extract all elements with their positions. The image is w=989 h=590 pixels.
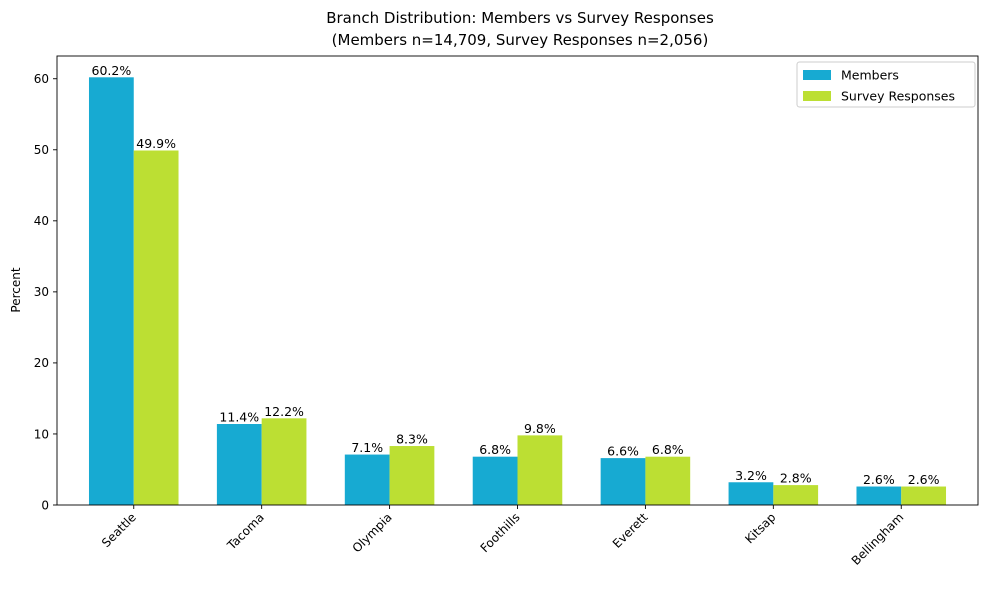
- members-bar-tacoma: [216, 424, 262, 505]
- legend-swatch-survey-responses: [803, 91, 831, 101]
- y-tick-label: 20: [34, 356, 49, 370]
- members-bar-bellingham: [856, 486, 902, 505]
- members-value-label-olympia: 7.1%: [351, 440, 383, 455]
- x-tick-label-foothills: Foothills: [478, 510, 523, 555]
- legend: Members Survey Responses: [796, 61, 976, 108]
- x-tick-label-tacoma: Tacoma: [224, 510, 267, 553]
- survey-value-label-tacoma: 12.2%: [264, 404, 304, 419]
- survey-value-label-everett: 6.8%: [652, 442, 684, 457]
- survey-value-label-foothills: 9.8%: [524, 421, 556, 436]
- survey-value-label-kitsap: 2.8%: [780, 471, 812, 486]
- survey-value-label-seattle: 49.9%: [136, 136, 176, 151]
- legend-swatch-members: [803, 70, 831, 80]
- members-value-label-everett: 6.6%: [607, 444, 639, 459]
- members-bar-everett: [600, 458, 646, 505]
- x-tick-label-everett: Everett: [610, 510, 651, 551]
- y-axis-label: Percent: [9, 267, 23, 312]
- survey-bar-kitsap: [773, 485, 819, 505]
- members-bar-olympia: [344, 454, 390, 505]
- members-value-label-foothills: 6.8%: [479, 442, 511, 457]
- survey-bar-everett: [645, 456, 691, 505]
- y-tick-label: 50: [34, 143, 49, 157]
- legend-label-members: Members: [841, 68, 899, 83]
- survey-value-label-bellingham: 2.6%: [908, 472, 940, 487]
- legend-box: [796, 61, 976, 108]
- y-tick-label: 40: [34, 214, 49, 228]
- y-tick-label: 0: [41, 498, 49, 512]
- members-bar-kitsap: [728, 482, 774, 505]
- members-value-label-tacoma: 11.4%: [219, 410, 259, 425]
- x-tick-label-olympia: Olympia: [350, 510, 395, 555]
- members-value-label-bellingham: 2.6%: [863, 472, 895, 487]
- y-tick-label: 30: [34, 285, 49, 299]
- chart-subtitle: (Members n=14,709, Survey Responses n=2,…: [332, 31, 709, 49]
- members-bar-foothills: [472, 456, 518, 505]
- survey-bar-bellingham: [901, 486, 947, 505]
- chart-title: Branch Distribution: Members vs Survey R…: [326, 9, 714, 27]
- survey-bar-seattle: [133, 150, 179, 505]
- y-tick-label: 60: [34, 72, 49, 86]
- members-value-label-seattle: 60.2%: [92, 63, 132, 78]
- x-tick-label-bellingham: Bellingham: [849, 510, 907, 568]
- members-bar-seattle: [88, 77, 134, 505]
- legend-label-survey-responses: Survey Responses: [841, 89, 955, 104]
- plot-area: 60.2% 11.4% 7.1% 6.8% 6.6% 3.2% 2.6% 49.9% 12.2%…: [34, 55, 979, 568]
- members-value-label-kitsap: 3.2%: [735, 468, 767, 483]
- survey-bar-foothills: [517, 435, 563, 505]
- survey-value-label-olympia: 8.3%: [396, 432, 428, 447]
- y-tick-label: 10: [34, 427, 49, 441]
- x-tick-label-kitsap: Kitsap: [742, 510, 778, 546]
- survey-bar-olympia: [389, 446, 435, 505]
- x-tick-label-seattle: Seattle: [99, 510, 139, 550]
- survey-bar-tacoma: [261, 418, 307, 505]
